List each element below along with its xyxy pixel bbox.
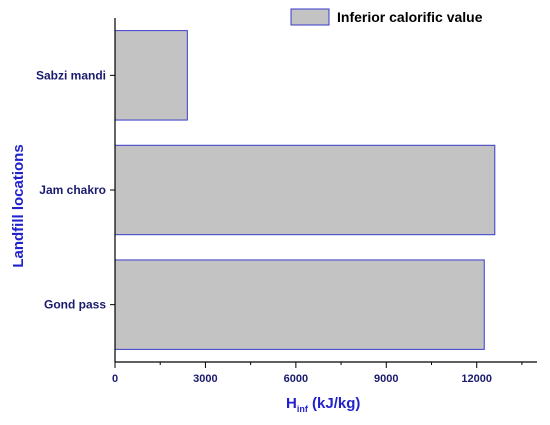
x-axis-title-unit: (kJ/kg): [308, 395, 361, 412]
bar-sabzi-mandi: [114, 30, 188, 121]
bar-jam-chakro: [114, 144, 496, 236]
y-axis-ticks: Gond pass Jam chakro Sabzi mandi: [36, 68, 115, 312]
legend-label: Inferior calorific value: [337, 9, 483, 25]
x-tick-label: 3000: [193, 373, 217, 385]
x-tick-label: 0: [112, 373, 118, 385]
bar-gond-pass: [114, 259, 485, 350]
x-tick-label: 9000: [374, 373, 398, 385]
y-axis-title: Landfill locations: [10, 144, 27, 267]
y-tick-label: Sabzi mandi: [36, 68, 106, 82]
bars-group: [114, 30, 496, 350]
y-tick-label: Gond pass: [44, 298, 106, 312]
legend: Inferior calorific value: [290, 8, 483, 26]
x-tick-label: 12000: [461, 373, 492, 385]
x-axis-title: Hinf (kJ/kg): [286, 395, 360, 414]
x-axis-title-sub: inf: [297, 404, 309, 414]
x-tick-label: 6000: [284, 373, 308, 385]
x-axis-ticks: 0 3000 6000 9000 12000: [112, 362, 523, 385]
y-tick-label: Jam chakro: [39, 183, 106, 197]
legend-swatch: [290, 8, 330, 26]
x-axis-title-main: H: [286, 395, 297, 412]
